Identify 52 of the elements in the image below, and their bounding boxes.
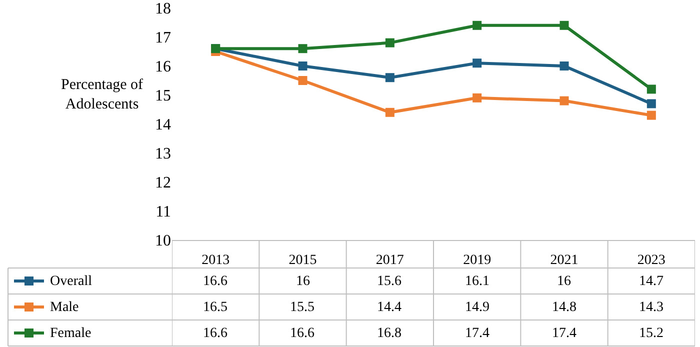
- x-tick-label: 2019: [463, 252, 492, 268]
- data-label: 16: [557, 274, 571, 289]
- data-label: 14.3: [639, 300, 664, 315]
- point: [560, 62, 569, 70]
- data-label: 16.5: [203, 300, 228, 315]
- y-tick-label: 17: [155, 30, 171, 47]
- y-tick-label: 14: [155, 116, 171, 134]
- x-tick-label: 2021: [550, 252, 578, 268]
- data-label: 16.6: [290, 326, 314, 341]
- data-label: 17.4: [465, 326, 490, 341]
- data-label: 14.9: [465, 300, 490, 315]
- point: [646, 84, 656, 94]
- point: [385, 108, 394, 117]
- data-label: 16.1: [465, 274, 490, 289]
- point: [646, 110, 656, 120]
- y-tick-label: 12: [155, 174, 171, 192]
- point: [472, 93, 482, 102]
- x-tick-label: 2015: [288, 252, 317, 268]
- point: [298, 76, 308, 85]
- x-tick-label: 2013: [202, 252, 230, 268]
- x-tick-label: 2017: [376, 252, 404, 268]
- point: [560, 96, 569, 106]
- data-label: 14.8: [552, 300, 576, 315]
- data-label: 16: [296, 274, 310, 289]
- y-tick-label: 16: [155, 58, 171, 76]
- y-axis-title: Percentage of Adolescents: [61, 77, 144, 112]
- data-label: 14.7: [639, 274, 664, 289]
- x-tick-label: 2023: [637, 252, 666, 268]
- data-label: 15.2: [639, 326, 664, 341]
- legend-label: Male: [50, 300, 79, 315]
- point: [385, 73, 394, 82]
- y-tick-label: 13: [155, 146, 171, 163]
- data-label: 16.6: [203, 274, 228, 289]
- data-label: 17.4: [552, 326, 576, 341]
- legend-label: Female: [50, 326, 92, 341]
- data-label: 15.6: [377, 274, 402, 289]
- data-label: 16.8: [377, 326, 402, 341]
- point: [298, 44, 308, 54]
- y-tick-label: 11: [156, 204, 171, 221]
- point: [298, 62, 308, 70]
- legend-label: Overall: [50, 274, 92, 289]
- data-label: 15.5: [290, 300, 314, 315]
- point: [472, 58, 482, 68]
- y-tick-label: 15: [155, 88, 171, 105]
- y-tick-label: 10: [155, 232, 171, 250]
- point: [560, 20, 569, 30]
- data-label: 16.6: [203, 326, 228, 341]
- point: [385, 38, 394, 48]
- point: [472, 20, 482, 30]
- y-tick-label: 18: [155, 0, 171, 18]
- point: [646, 99, 656, 108]
- data-label: 14.4: [377, 300, 402, 315]
